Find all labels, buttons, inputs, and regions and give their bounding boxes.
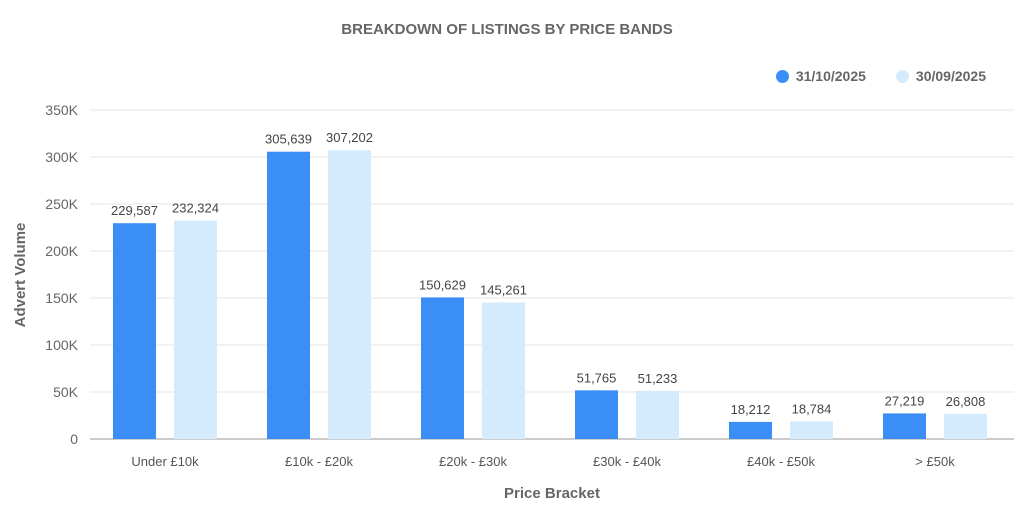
bar-series-2 (636, 390, 679, 439)
y-tick-label: 200K (45, 243, 78, 259)
bar-series-1 (421, 297, 464, 439)
chart-title: BREAKDOWN OF LISTINGS BY PRICE BANDS (341, 21, 673, 38)
data-label: 229,587 (111, 203, 158, 218)
legend-item-series-2[interactable]: 30/09/2025 (895, 68, 986, 84)
data-label: 150,629 (419, 277, 466, 292)
bar-series-1 (883, 413, 926, 439)
x-tick-label: £10k - £20k (285, 454, 353, 469)
bar-series-2 (328, 150, 371, 440)
x-tick-label: £30k - £40k (593, 454, 661, 469)
data-label: 51,233 (638, 371, 678, 386)
y-tick-label: 300K (45, 149, 78, 165)
data-label: 51,765 (577, 370, 617, 385)
legend-item-series-1[interactable]: 31/10/2025 (775, 68, 866, 84)
y-axis-label: Advert Volume (12, 223, 29, 328)
y-tick-label: 350K (45, 102, 78, 118)
data-label: 305,639 (265, 132, 312, 147)
bar-series-1 (267, 151, 310, 439)
data-label: 307,202 (326, 130, 373, 145)
legend-label-series-2: 30/09/2025 (915, 68, 986, 84)
x-tick-label: £20k - £30k (439, 454, 507, 469)
bar-series-1 (575, 390, 618, 439)
legend: 31/10/2025 30/09/2025 (775, 68, 986, 84)
data-label: 27,219 (885, 393, 925, 408)
y-tick-label: 150K (45, 290, 78, 306)
bar-series-2 (174, 220, 217, 439)
x-axis-label: Price Bracket (504, 485, 600, 502)
bar-series-2 (482, 302, 525, 439)
x-tick-label: > £50k (915, 454, 955, 469)
data-label: 26,808 (946, 394, 986, 409)
bar-series-2 (790, 421, 833, 439)
bar-series-2 (944, 413, 987, 439)
y-tick-label: 100K (45, 337, 78, 353)
x-tick-label: Under £10k (131, 454, 199, 469)
data-label: 232,324 (172, 201, 219, 216)
data-label: 18,784 (792, 401, 832, 416)
bar-series-1 (729, 421, 772, 439)
y-tick-label: 50K (53, 384, 79, 400)
y-tick-label: 250K (45, 196, 78, 212)
legend-marker-series-1 (775, 69, 789, 83)
legend-marker-series-2 (895, 69, 909, 83)
bar-series-1 (113, 223, 156, 439)
y-tick-label: 0 (70, 431, 78, 447)
legend-label-series-1: 31/10/2025 (795, 68, 866, 84)
x-tick-label: £40k - £50k (747, 454, 815, 469)
data-label: 145,261 (480, 282, 527, 297)
data-label: 18,212 (731, 402, 771, 417)
